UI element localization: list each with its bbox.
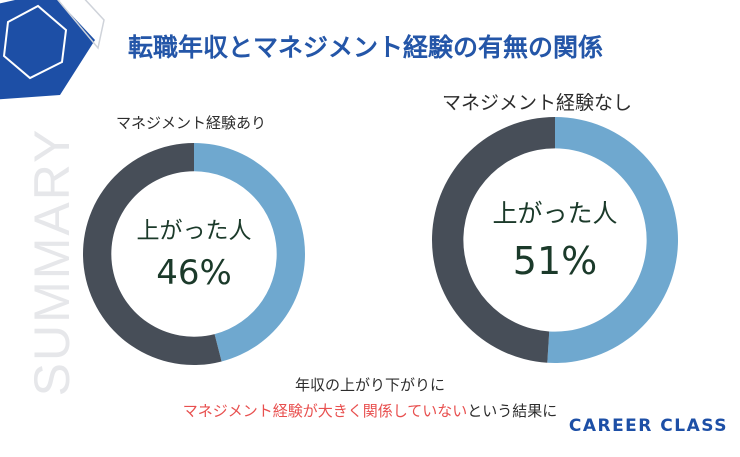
chart-title-without-management: マネジメント経験なし <box>442 92 633 114</box>
side-summary-watermark: SUMMARY <box>24 127 80 397</box>
corner-hexagon-decoration <box>0 0 105 100</box>
caption-line-2: マネジメント経験が大きく関係していないという結果に <box>0 398 740 424</box>
caption-rest: という結果に <box>467 402 558 420</box>
donut-slice-up <box>547 117 679 364</box>
donut-slice-other <box>83 143 222 365</box>
summary-caption: 年収の上がり下がりに マネジメント経験が大きく関係していないという結果に <box>0 372 740 424</box>
brand-logo-text: CAREER CLASS <box>568 416 728 436</box>
chart-title-with-management: マネジメント経験あり <box>116 114 267 132</box>
donut-slice-other <box>432 117 555 363</box>
caption-line-1: 年収の上がり下がりに <box>294 376 445 394</box>
donut-chart-without-management: 上がった人 51% <box>432 117 679 364</box>
donut-chart-with-management: 上がった人 46% <box>83 143 306 365</box>
center-label: 上がった人 <box>137 218 252 244</box>
page-title: 転職年収とマネジメント経験の有無の関係 <box>128 33 604 62</box>
caption-highlight: マネジメント経験が大きく関係していない <box>182 402 468 420</box>
center-value: 46% <box>156 253 232 293</box>
center-label: 上がった人 <box>492 199 617 228</box>
donut-slice-up <box>194 143 306 362</box>
center-value: 51% <box>513 239 597 283</box>
